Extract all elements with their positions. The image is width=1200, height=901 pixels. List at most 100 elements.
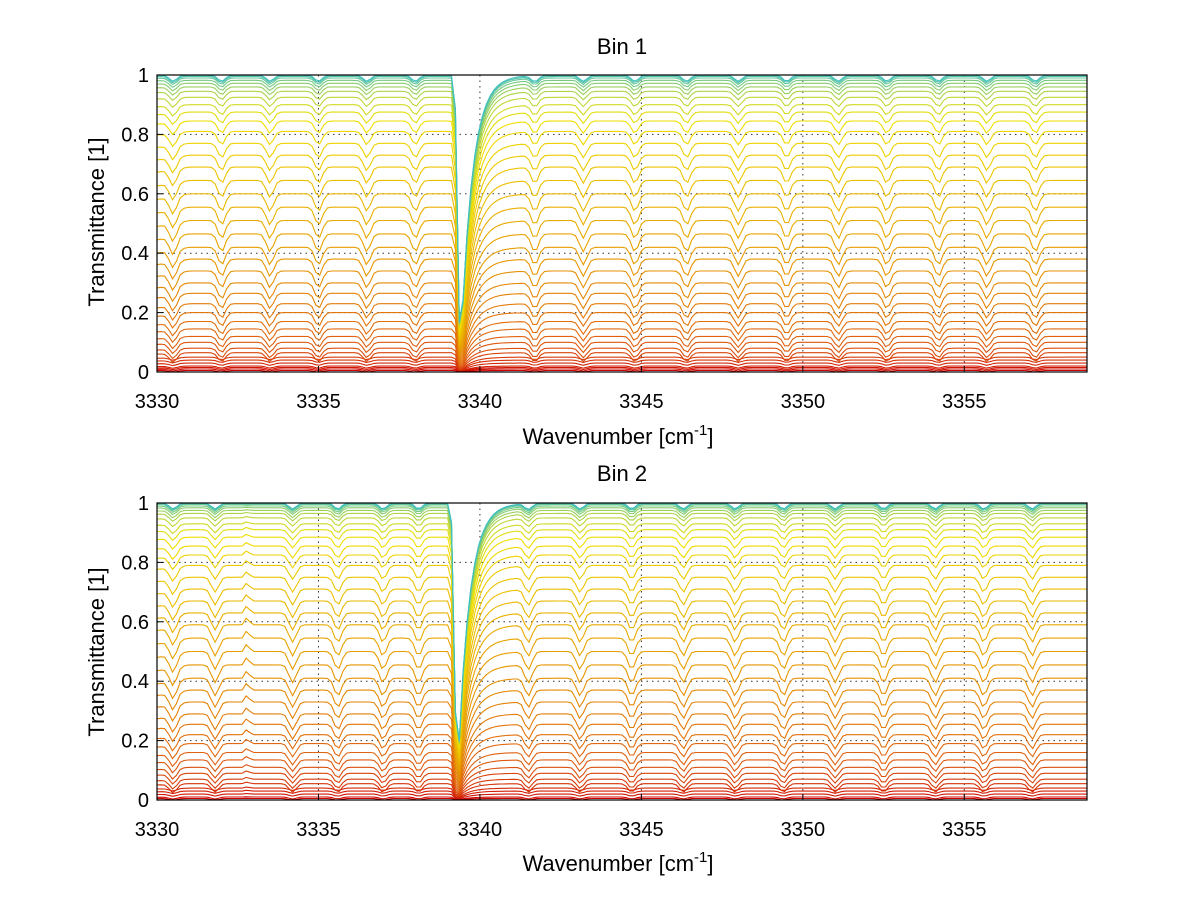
series-line (156, 368, 1087, 373)
series-line (156, 756, 1087, 793)
series-line (157, 509, 1087, 743)
series-line (156, 560, 1087, 754)
series-line (156, 90, 1087, 325)
series-line (156, 781, 1087, 798)
series-line (156, 154, 1087, 336)
series-line (156, 130, 1087, 332)
y-tick-label: 0 (138, 362, 149, 384)
series-line (156, 516, 1087, 744)
series-line (156, 341, 1087, 368)
series-line (157, 505, 1087, 742)
x-tick-label: 3330 (135, 391, 180, 413)
series-line (156, 630, 1087, 768)
series-line (156, 270, 1087, 358)
x-axis-label: Wavenumber [cm-1] (522, 849, 713, 876)
y-tick-label: 1 (138, 493, 149, 515)
x-tick-label: 3355 (942, 391, 987, 413)
series-line (156, 96, 1087, 326)
x-tick-label: 3340 (458, 391, 503, 413)
series-line (156, 356, 1087, 371)
series-line (156, 533, 1087, 748)
series-line (157, 365, 1087, 372)
series-line (156, 246, 1087, 352)
y-tick-label: 1 (138, 65, 149, 87)
series-line (156, 328, 1087, 366)
series-line (156, 352, 1087, 370)
series-line (156, 707, 1087, 785)
series-line (156, 219, 1087, 347)
y-tick-label: 0.6 (121, 612, 149, 634)
series-line (156, 670, 1087, 776)
y-tick-label: 0.8 (121, 552, 149, 574)
x-tick-label: 3350 (781, 819, 826, 841)
series-line (156, 233, 1087, 349)
series-line (156, 776, 1087, 797)
series-line (156, 82, 1087, 324)
series-line (157, 366, 1087, 372)
series-line (156, 657, 1087, 774)
plot-frame (156, 74, 1088, 373)
series-line (156, 86, 1087, 324)
series-line (157, 75, 1087, 323)
series-line (156, 104, 1087, 328)
x-tick-label: 3335 (296, 391, 341, 413)
series-line (156, 738, 1087, 790)
y-tick-label: 0.6 (121, 184, 149, 206)
x-tick-label: 3335 (296, 819, 341, 841)
series-line (156, 729, 1087, 789)
x-tick-label: 3330 (135, 819, 180, 841)
x-tick-label: 3345 (619, 391, 664, 413)
series-line (156, 594, 1087, 761)
y-tick-label: 0.2 (121, 303, 149, 325)
series-line (156, 111, 1087, 329)
series-line (156, 258, 1087, 354)
series-line (156, 718, 1087, 787)
series-line (156, 764, 1087, 795)
y-axis-label: Transmittance [1] (84, 567, 109, 736)
series-line (157, 369, 1087, 373)
x-tick-label: 3355 (942, 819, 987, 841)
plot-title: Bin 2 (597, 461, 647, 486)
plot-frame (156, 502, 1088, 801)
series-line (156, 362, 1087, 372)
series-line (157, 506, 1087, 742)
x-axis-label: Wavenumber [cm-1] (522, 422, 713, 449)
series-line (156, 312, 1087, 364)
series-line (156, 120, 1087, 330)
x-tick-label: 3350 (781, 391, 826, 413)
y-tick-label: 0.4 (121, 671, 149, 693)
series-line (156, 542, 1087, 750)
series-line (156, 789, 1087, 799)
series-line (156, 796, 1087, 800)
series-line (156, 359, 1087, 371)
series-line (156, 320, 1087, 365)
x-tick-label: 3340 (458, 819, 503, 841)
series-line (156, 335, 1087, 367)
series-line (156, 643, 1087, 771)
series-line (156, 571, 1087, 756)
series-line (156, 347, 1087, 369)
series-line (157, 77, 1087, 323)
series-line (156, 682, 1087, 779)
series-line (156, 617, 1087, 766)
bin-1-plot: Bin 1 3330 3335 3340 3345 3350 3355 0 0.2 0.4 0.6… (84, 34, 1088, 449)
series-line (156, 292, 1087, 361)
y-tick-label: 0 (138, 790, 149, 812)
series-line (157, 792, 1087, 800)
series-line (156, 605, 1087, 763)
series-line (156, 511, 1087, 743)
series-line (156, 282, 1087, 359)
series-line (156, 179, 1087, 340)
series-line (156, 303, 1087, 363)
y-axis-label: Transmittance [1] (84, 137, 109, 306)
series-line (157, 503, 1087, 742)
series-line (156, 748, 1087, 792)
series-line (156, 550, 1087, 752)
y-tick-label: 0.2 (121, 731, 149, 753)
bin-2-plot: Bin 2 3330 3335 3340 3345 3350 3355 0 0.2 0.4 0.6… (84, 461, 1088, 876)
series-line (156, 526, 1087, 747)
x-tick-label: 3345 (619, 819, 664, 841)
series-line (156, 206, 1087, 345)
y-tick-label: 0.4 (121, 243, 149, 265)
plot-title: Bin 1 (597, 34, 647, 59)
